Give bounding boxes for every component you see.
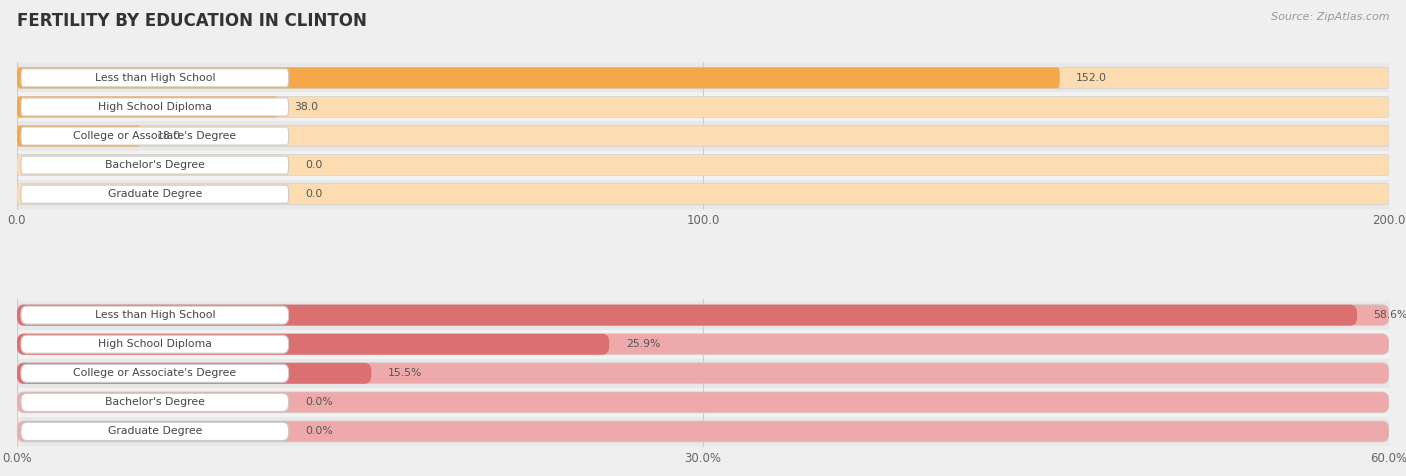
FancyBboxPatch shape <box>17 68 1389 89</box>
FancyBboxPatch shape <box>21 98 288 116</box>
Bar <box>17 388 1389 417</box>
Text: 18.0: 18.0 <box>157 131 181 141</box>
Text: 152.0: 152.0 <box>1076 73 1108 83</box>
Bar <box>17 150 1389 179</box>
Bar <box>17 330 1389 359</box>
Bar <box>17 179 1389 208</box>
FancyBboxPatch shape <box>17 184 1389 205</box>
FancyBboxPatch shape <box>17 68 1060 89</box>
Text: 0.0: 0.0 <box>305 160 322 170</box>
Text: FERTILITY BY EDUCATION IN CLINTON: FERTILITY BY EDUCATION IN CLINTON <box>17 12 367 30</box>
Text: 0.0: 0.0 <box>305 189 322 199</box>
Text: High School Diploma: High School Diploma <box>98 339 212 349</box>
FancyBboxPatch shape <box>17 392 1389 413</box>
FancyBboxPatch shape <box>17 155 1389 176</box>
Bar <box>17 301 1389 330</box>
Bar <box>17 359 1389 388</box>
FancyBboxPatch shape <box>21 422 288 440</box>
Text: College or Associate's Degree: College or Associate's Degree <box>73 368 236 378</box>
FancyBboxPatch shape <box>17 334 1389 355</box>
Text: Less than High School: Less than High School <box>94 310 215 320</box>
FancyBboxPatch shape <box>17 126 1389 147</box>
FancyBboxPatch shape <box>21 393 288 411</box>
Text: High School Diploma: High School Diploma <box>98 102 212 112</box>
Text: Graduate Degree: Graduate Degree <box>108 426 202 436</box>
FancyBboxPatch shape <box>17 97 1389 118</box>
Bar <box>17 417 1389 446</box>
FancyBboxPatch shape <box>17 363 371 384</box>
FancyBboxPatch shape <box>21 127 288 145</box>
FancyBboxPatch shape <box>17 305 1357 326</box>
Bar <box>17 121 1389 150</box>
FancyBboxPatch shape <box>21 69 288 87</box>
FancyBboxPatch shape <box>21 364 288 382</box>
Text: 38.0: 38.0 <box>294 102 318 112</box>
FancyBboxPatch shape <box>17 126 141 147</box>
FancyBboxPatch shape <box>17 97 277 118</box>
Bar <box>17 92 1389 121</box>
Text: Less than High School: Less than High School <box>94 73 215 83</box>
FancyBboxPatch shape <box>17 334 609 355</box>
FancyBboxPatch shape <box>21 306 288 324</box>
Text: Graduate Degree: Graduate Degree <box>108 189 202 199</box>
Text: 58.6%: 58.6% <box>1374 310 1406 320</box>
Text: 15.5%: 15.5% <box>388 368 422 378</box>
FancyBboxPatch shape <box>17 421 1389 442</box>
FancyBboxPatch shape <box>21 335 288 353</box>
Text: 25.9%: 25.9% <box>626 339 659 349</box>
Text: College or Associate's Degree: College or Associate's Degree <box>73 131 236 141</box>
Text: Bachelor's Degree: Bachelor's Degree <box>105 397 205 407</box>
Text: 0.0%: 0.0% <box>305 426 333 436</box>
FancyBboxPatch shape <box>21 185 288 203</box>
Text: Bachelor's Degree: Bachelor's Degree <box>105 160 205 170</box>
FancyBboxPatch shape <box>21 156 288 174</box>
Text: Source: ZipAtlas.com: Source: ZipAtlas.com <box>1271 12 1389 22</box>
FancyBboxPatch shape <box>17 305 1389 326</box>
FancyBboxPatch shape <box>17 363 1389 384</box>
Bar <box>17 63 1389 92</box>
Text: 0.0%: 0.0% <box>305 397 333 407</box>
